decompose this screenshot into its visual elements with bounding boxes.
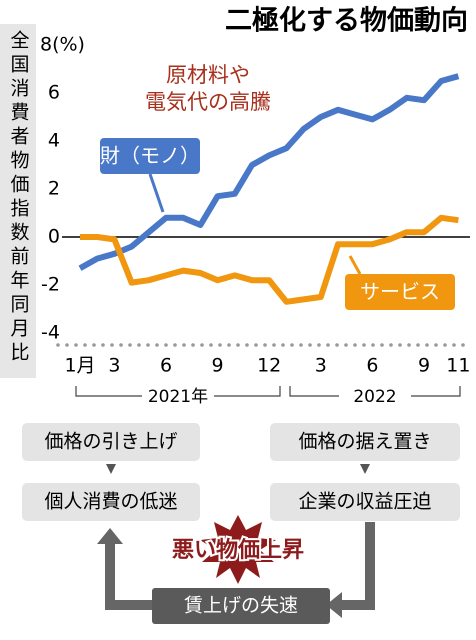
x-tick-label: 6 xyxy=(160,355,172,377)
box-text: 企業の収益圧迫 xyxy=(298,491,431,513)
axis-dot xyxy=(434,343,438,347)
axis-dot xyxy=(92,343,96,347)
x-tick-label: 11 xyxy=(446,355,470,377)
axis-dot xyxy=(218,343,222,347)
axis-dot xyxy=(155,343,159,347)
axis-dot xyxy=(146,343,150,347)
x-tick-label: 3 xyxy=(108,355,120,377)
axis-dot xyxy=(227,343,231,347)
x-tick-label: 12 xyxy=(257,355,281,377)
y-label-box xyxy=(0,24,36,378)
axis-dot xyxy=(362,343,366,347)
legend-box xyxy=(345,274,455,310)
y-tick-label: 6 xyxy=(48,82,60,104)
series-line xyxy=(78,73,460,271)
year-label: 2022 xyxy=(353,387,396,407)
y-tick-label: -4 xyxy=(41,322,60,344)
series-line xyxy=(80,214,459,305)
box-text: 価格の据え置き xyxy=(298,431,431,453)
axis-dot xyxy=(101,343,105,347)
box xyxy=(270,423,460,461)
y-axis-label: 全国消費者物価指数前年同月比 xyxy=(8,30,30,366)
axis-dot xyxy=(326,343,330,347)
arrow xyxy=(326,592,342,618)
axis-dot xyxy=(272,343,276,347)
axis-dot xyxy=(308,343,312,347)
axis-dot xyxy=(236,343,240,347)
y-tick-label: 4 xyxy=(48,130,60,152)
arrow xyxy=(338,522,375,610)
axis-dot xyxy=(425,343,429,347)
axis-dot xyxy=(65,343,69,347)
chart-title: 二極化する物価動向 xyxy=(225,5,468,37)
axis-dot xyxy=(209,343,213,347)
box-text: 個人消費の低迷 xyxy=(44,491,177,513)
burst xyxy=(200,515,276,584)
axis-dot xyxy=(200,343,204,347)
y-tick-label: -2 xyxy=(41,274,60,296)
axis-dot xyxy=(443,343,447,347)
arrow xyxy=(105,540,152,610)
axis-dot xyxy=(380,343,384,347)
arrow xyxy=(106,464,116,474)
axis-dot xyxy=(335,343,339,347)
diagram: 価格の引き上げ 個人消費の低迷 価格の据え置き 企業の収益圧迫 悪い物価上昇 賃… xyxy=(22,423,460,624)
axis-dot xyxy=(182,343,186,347)
annotation: 電気代の高騰 xyxy=(145,90,271,114)
legend-box xyxy=(100,138,200,174)
axis-dot xyxy=(119,343,123,347)
axis-dot xyxy=(110,343,114,347)
axis-dot xyxy=(137,343,141,347)
year-label-bg xyxy=(142,386,214,406)
year-label-bg xyxy=(339,386,411,406)
x-tick-label: 6 xyxy=(366,355,378,377)
box xyxy=(22,483,200,521)
axis-dot xyxy=(245,343,249,347)
box xyxy=(270,483,460,521)
arrow xyxy=(360,464,370,474)
axis-dot xyxy=(299,343,303,347)
axis-dot xyxy=(317,343,321,347)
axis-dot xyxy=(254,343,258,347)
legend-label: サービス xyxy=(360,280,440,304)
axis-dot xyxy=(407,343,411,347)
axis-dot xyxy=(452,343,456,347)
axis-dot xyxy=(128,343,132,347)
box-text: 価格の引き上げ xyxy=(44,431,177,453)
y-tick-label: 0 xyxy=(48,226,60,248)
year-label: 2021年 xyxy=(148,387,208,407)
x-tick-label: 3 xyxy=(315,355,327,377)
axis-dot xyxy=(371,343,375,347)
legend-connector xyxy=(148,173,165,213)
box xyxy=(22,423,200,461)
x-tick-label: 1月 xyxy=(64,355,95,377)
x-tick-label: 9 xyxy=(418,355,430,377)
axis-dot xyxy=(173,343,177,347)
axis-dot xyxy=(344,343,348,347)
legend-connector xyxy=(348,255,362,275)
axis-dot xyxy=(281,343,285,347)
center-text: 悪い物価上昇 xyxy=(172,537,304,563)
x-tick-label: 9 xyxy=(212,355,224,377)
axis-dot xyxy=(74,343,78,347)
annotation: 原材料や xyxy=(166,63,250,87)
box-text: 賃上げの失速 xyxy=(184,595,298,617)
axis-dot xyxy=(56,343,60,347)
axis-dot xyxy=(263,343,267,347)
axis-dot xyxy=(290,343,294,347)
axis-dot xyxy=(353,343,357,347)
y-tick-label: 2 xyxy=(48,178,60,200)
axis-dot xyxy=(398,343,402,347)
axis-dot xyxy=(416,343,420,347)
arrow xyxy=(97,528,123,544)
axis-dot xyxy=(389,343,393,347)
axis-dot xyxy=(83,343,87,347)
axis-dot xyxy=(461,343,465,347)
legend-label: 財（モノ） xyxy=(100,144,200,168)
box xyxy=(152,588,330,624)
axis-dot xyxy=(164,343,168,347)
y-tick-label: 8(%) xyxy=(40,34,85,56)
axis-dot xyxy=(191,343,195,347)
